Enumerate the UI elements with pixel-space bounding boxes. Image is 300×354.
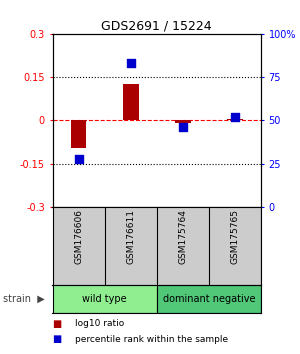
Bar <box>175 120 190 123</box>
Point <box>180 125 185 130</box>
Bar <box>52 285 157 313</box>
Bar <box>227 119 243 120</box>
Title: GDS2691 / 15224: GDS2691 / 15224 <box>101 19 212 33</box>
Text: wild type: wild type <box>82 294 127 304</box>
Text: log10 ratio: log10 ratio <box>75 319 124 329</box>
Text: percentile rank within the sample: percentile rank within the sample <box>75 335 228 344</box>
Text: GSM176611: GSM176611 <box>126 210 135 264</box>
Point <box>76 156 81 161</box>
Text: dominant negative: dominant negative <box>163 294 255 304</box>
Text: GSM175765: GSM175765 <box>230 210 239 264</box>
Bar <box>157 285 261 313</box>
Text: GSM176606: GSM176606 <box>74 210 83 264</box>
Bar <box>71 120 86 148</box>
Text: ■: ■ <box>52 319 62 329</box>
Bar <box>123 84 139 120</box>
Text: strain  ▶: strain ▶ <box>3 294 45 304</box>
Text: ■: ■ <box>52 334 62 344</box>
Point <box>232 114 237 120</box>
Text: GSM175764: GSM175764 <box>178 210 187 264</box>
Point <box>128 60 133 66</box>
